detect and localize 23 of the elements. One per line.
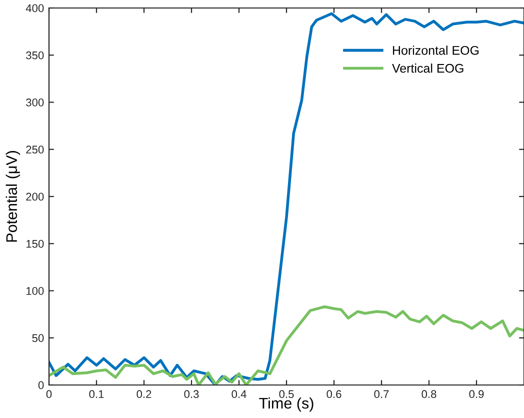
y-tick-label: 50 (32, 334, 44, 342)
y-tick-label: 400 (26, 4, 44, 12)
legend-label: Vertical EOG (392, 64, 464, 73)
y-tick-label: 100 (26, 287, 44, 295)
y-tick-label: 200 (26, 192, 44, 201)
x-tick-label: 0.5 (279, 390, 294, 398)
x-tick-label: 0.2 (136, 390, 152, 398)
x-tick-label: 0.7 (374, 390, 389, 398)
x-tick-label: 0.6 (326, 390, 342, 398)
x-tick-label: 0.3 (184, 390, 199, 398)
y-tick-label: 350 (26, 51, 44, 60)
x-tick-label: 0.1 (89, 390, 104, 398)
y-tick-label: 0 (38, 381, 44, 390)
y-tick-label: 150 (26, 240, 44, 248)
legend-label: Horizontal EOG (393, 46, 479, 55)
x-tick-label: 0.4 (232, 390, 246, 398)
x-axis-title: Time (s) (259, 397, 314, 412)
x-tick-label: 0 (46, 390, 52, 398)
y-tick-label: 250 (26, 146, 44, 154)
x-tick-label: 0.8 (422, 390, 436, 398)
y-axis-title: Potential (μV) (6, 151, 20, 242)
y-tick-label: 300 (26, 98, 44, 106)
x-tick-label: 0.9 (469, 390, 484, 398)
